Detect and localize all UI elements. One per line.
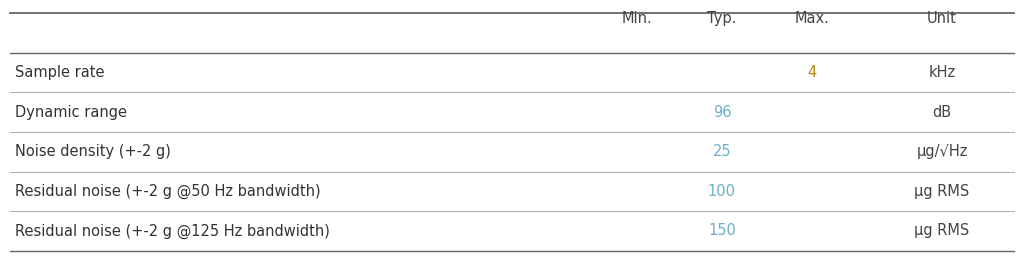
Text: Dynamic range: Dynamic range (15, 105, 127, 120)
Text: μg RMS: μg RMS (914, 184, 970, 199)
Text: kHz: kHz (929, 65, 955, 80)
Text: 4: 4 (807, 65, 817, 80)
Text: μg/√Hz: μg/√Hz (916, 144, 968, 159)
Text: μg RMS: μg RMS (914, 224, 970, 238)
Text: Sample rate: Sample rate (15, 65, 104, 80)
Text: Residual noise (+-2 g @125 Hz bandwidth): Residual noise (+-2 g @125 Hz bandwidth) (15, 223, 330, 239)
Text: Typ.: Typ. (708, 11, 736, 26)
Text: Noise density (+-2 g): Noise density (+-2 g) (15, 144, 171, 159)
Text: Max.: Max. (795, 11, 829, 26)
Text: 100: 100 (708, 184, 736, 199)
Text: 25: 25 (713, 144, 731, 159)
Text: Unit: Unit (927, 11, 957, 26)
Text: 96: 96 (713, 105, 731, 120)
Text: 150: 150 (708, 224, 736, 238)
Text: dB: dB (933, 105, 951, 120)
Text: Residual noise (+-2 g @50 Hz bandwidth): Residual noise (+-2 g @50 Hz bandwidth) (15, 184, 321, 199)
Text: Min.: Min. (622, 11, 652, 26)
